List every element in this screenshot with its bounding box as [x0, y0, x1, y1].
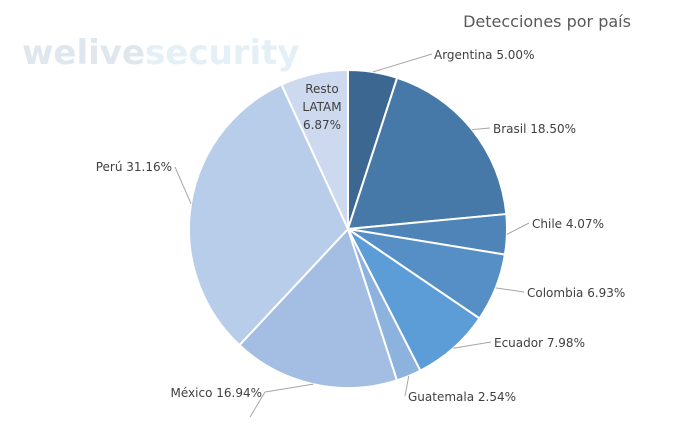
leader-line-guatemala	[404, 375, 410, 397]
watermark-part1: welive	[22, 33, 145, 73]
watermark-logo: welivesecurity	[22, 33, 300, 73]
leader-line-chile	[506, 222, 530, 235]
data-label-mexico: México 16.94%	[171, 386, 262, 400]
watermark-part2: security	[145, 33, 300, 73]
data-label-resto-latam: Resto LATAM 6.87%	[302, 82, 341, 132]
chart-title: Detecciones por país	[463, 12, 631, 31]
leader-line-argentina	[372, 53, 433, 73]
data-label-argentina: Argentina 5.00%	[434, 48, 534, 62]
data-label-brasil: Brasil 18.50%	[493, 122, 576, 136]
data-labels-layer: Argentina 5.00% Brasil 18.50% Chile 4.07% C…	[96, 48, 626, 404]
leader-line-colombia	[495, 287, 525, 293]
leader-line-ecuador	[453, 341, 492, 349]
leader-line-tail-mexico	[249, 391, 266, 418]
data-label-peru: Perú 31.16%	[96, 160, 172, 174]
leader-line-mexico	[264, 383, 314, 393]
data-label-chile: Chile 4.07%	[532, 217, 604, 231]
leader-lines-layer	[174, 53, 530, 418]
data-label-ecuador: Ecuador 7.98%	[494, 336, 585, 350]
pie-slice-resto-latam	[280, 68, 349, 230]
leader-line-brasil	[472, 127, 491, 131]
leader-line-peru	[174, 166, 192, 204]
slices-layer	[188, 68, 508, 389]
pie-slice-mexico	[237, 227, 399, 389]
data-label-colombia: Colombia 6.93%	[527, 286, 625, 300]
data-label-guatemala: Guatemala 2.54%	[408, 390, 516, 404]
